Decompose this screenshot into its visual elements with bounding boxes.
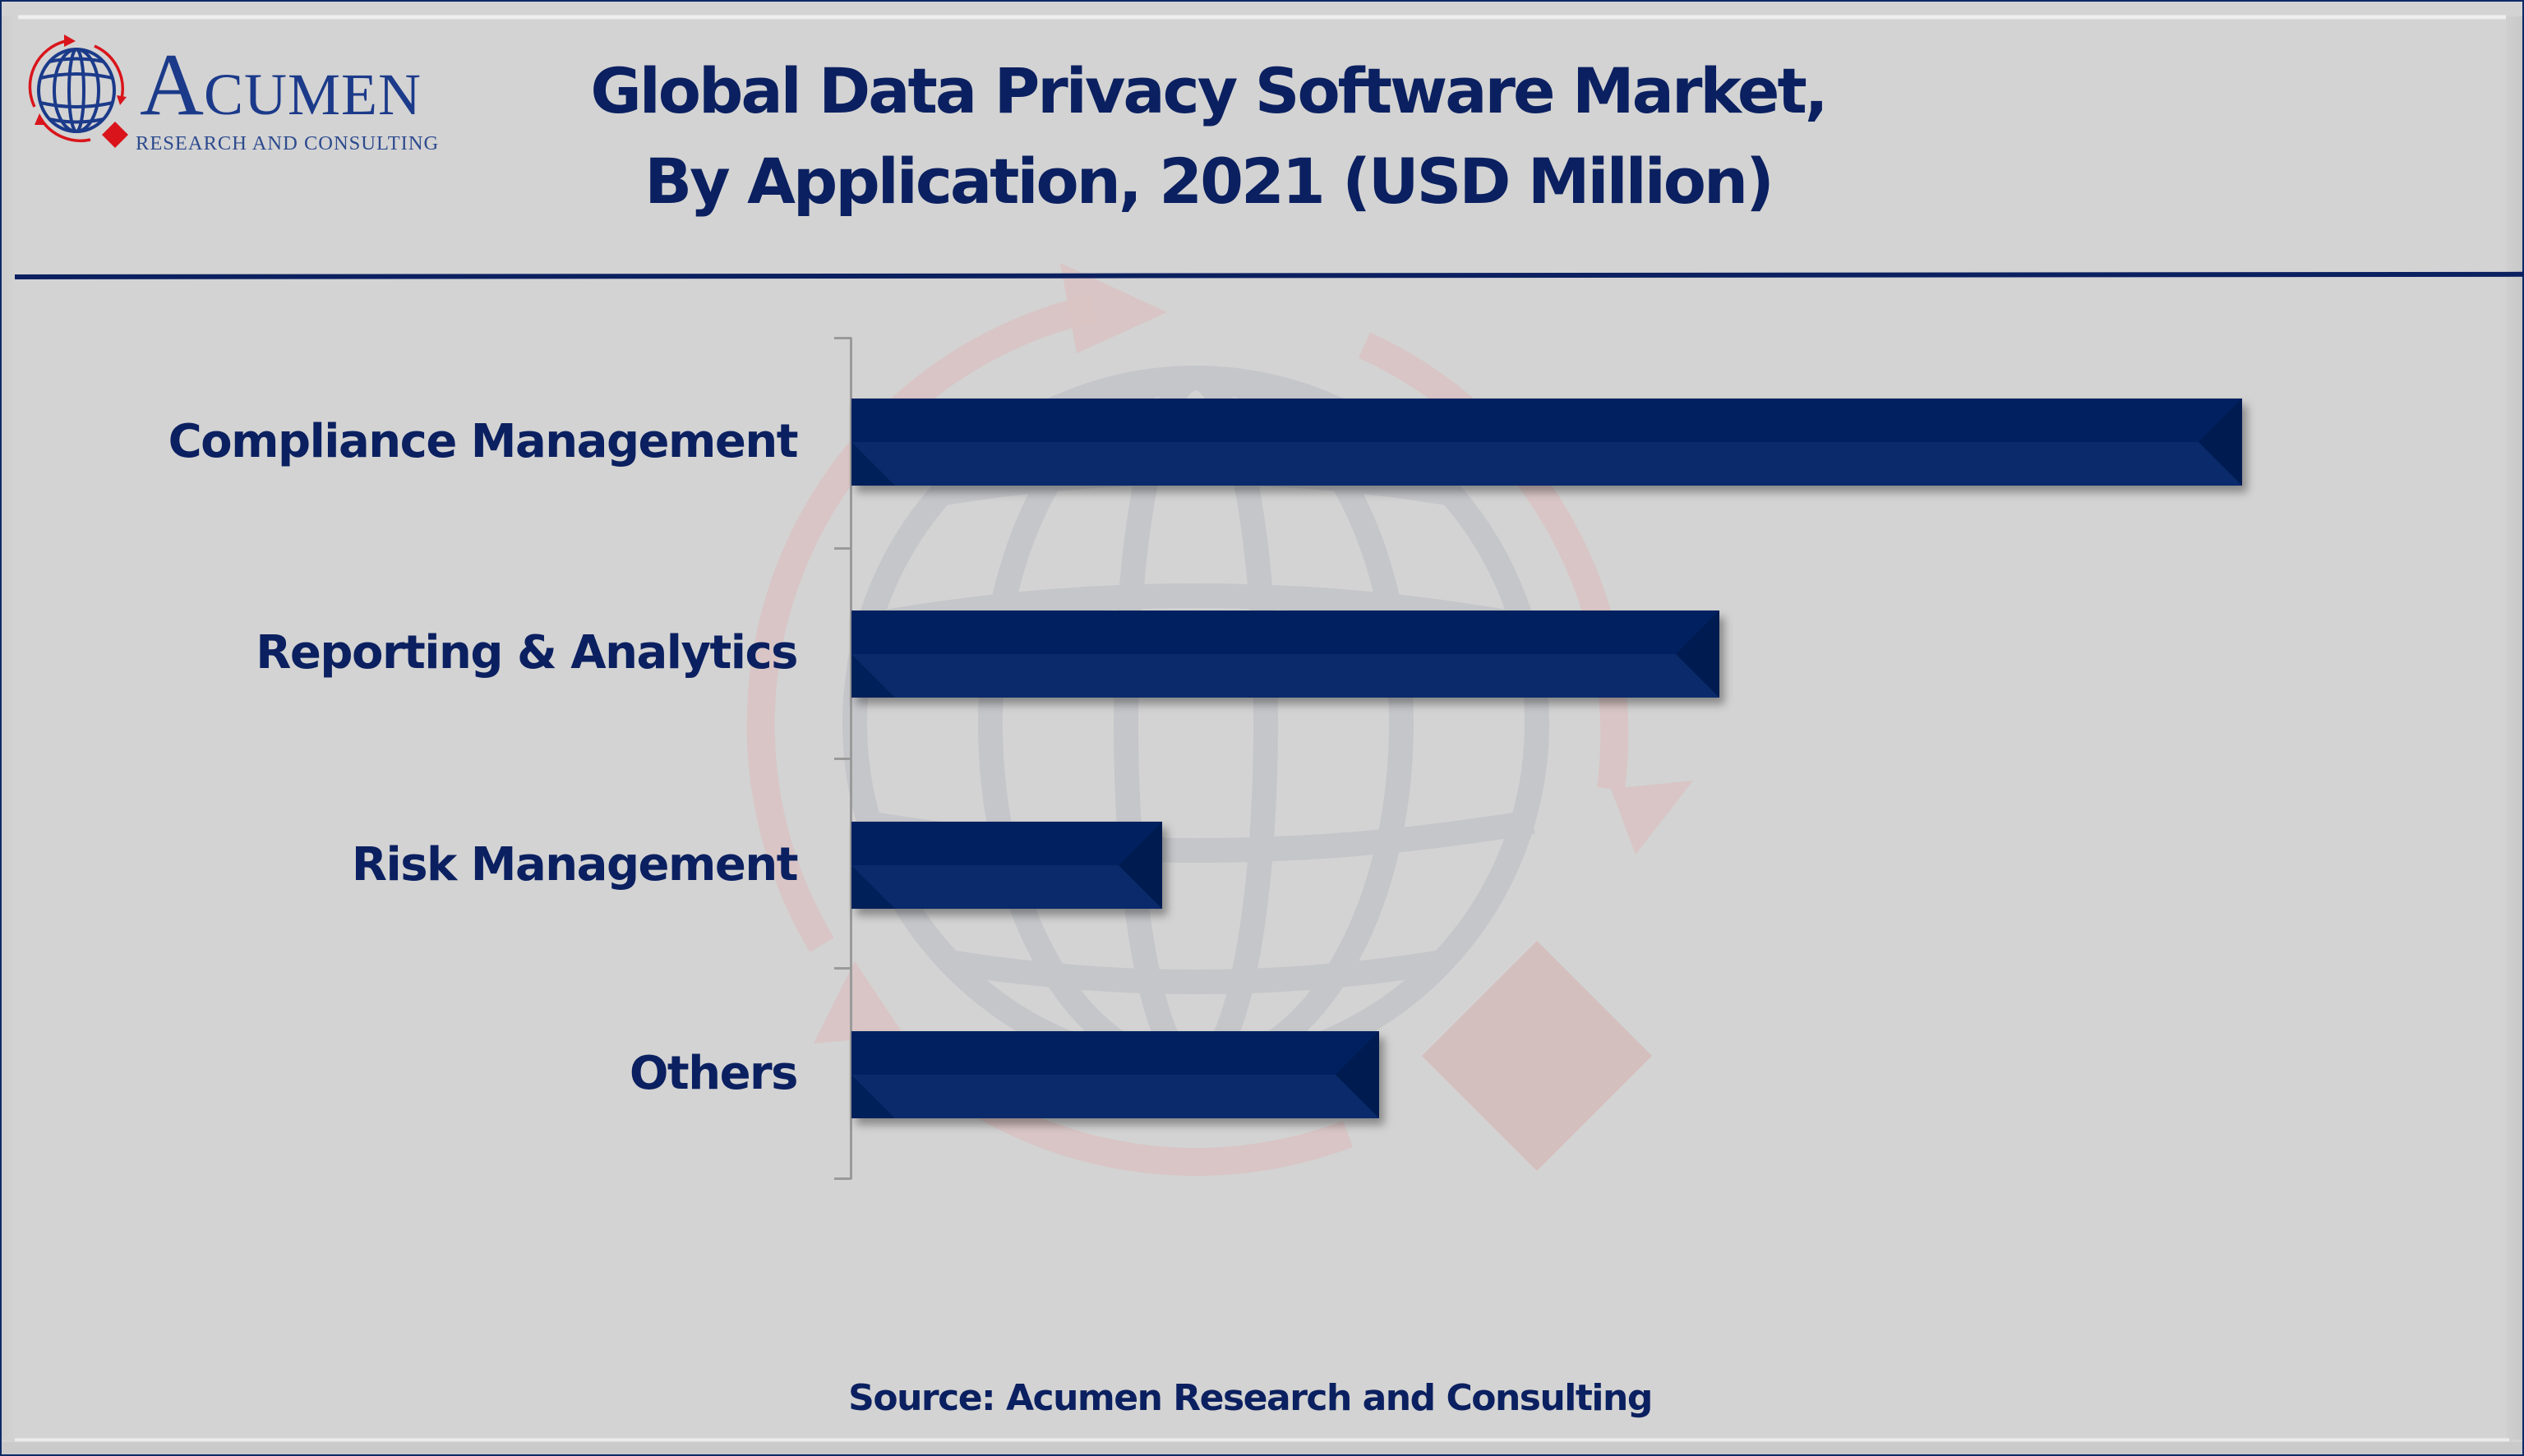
chart-title: Global Data Privacy Software Market, By … xyxy=(526,46,1890,227)
bar-face-bottom xyxy=(851,654,1719,698)
bar-bevel-left xyxy=(851,442,895,486)
chart-title-line-2: By Application, 2021 (USD Million) xyxy=(644,145,1774,218)
frame-bevel-bottom-band xyxy=(2,1442,2522,1454)
globe-logo-icon xyxy=(28,35,128,148)
axis-tick xyxy=(834,967,851,970)
bar-bevel-left xyxy=(851,654,895,698)
bar-bevel-right xyxy=(1336,1031,1379,1118)
category-label-risk-management: Risk Management xyxy=(351,838,799,892)
bar-reporting-analytics xyxy=(851,611,1719,698)
bar-others xyxy=(851,1031,1379,1118)
logo-initial: A xyxy=(140,36,204,134)
bar-face-top xyxy=(851,822,1162,865)
axis-tick xyxy=(834,758,851,760)
logo-tagline: RESEARCH AND CONSULTING xyxy=(136,132,440,154)
bar-bevel-right xyxy=(2199,399,2242,486)
bar-face-bottom xyxy=(851,442,2242,486)
frame-bevel-top xyxy=(18,15,2506,20)
frame-bevel-right xyxy=(2506,16,2522,1440)
bar-bevel-left xyxy=(851,1075,895,1118)
logo-rest: CUMEN xyxy=(204,62,422,127)
source-note: Source: Acumen Research and Consulting xyxy=(848,1377,1653,1419)
frame-bevel-left xyxy=(2,16,15,1440)
category-label-reporting-analytics: Reporting & Analytics xyxy=(256,626,798,680)
bar-face-top xyxy=(851,611,1719,654)
logo-wordmark: ACUMEN xyxy=(140,41,422,130)
bar-face-bottom xyxy=(851,865,1162,909)
bar-compliance-management xyxy=(851,399,2242,486)
axis-tick xyxy=(834,1177,851,1180)
axis-tick xyxy=(834,337,851,339)
bar-bevel-right xyxy=(1119,822,1162,909)
bar-face-top xyxy=(851,1031,1379,1075)
category-label-compliance-management: Compliance Management xyxy=(168,415,799,468)
bar-bevel-left xyxy=(851,865,895,909)
bar-face-top xyxy=(851,399,2242,442)
acumen-logo: ACUMEN RESEARCH AND CONSULTING xyxy=(25,25,468,164)
chart-title-line-1: Global Data Privacy Software Market, xyxy=(590,54,1828,127)
bar-risk-management xyxy=(851,822,1162,909)
axis-tick xyxy=(834,547,851,550)
category-label-others: Others xyxy=(629,1047,799,1100)
bar-face-bottom xyxy=(851,1075,1379,1118)
frame-bevel-bottom xyxy=(15,1438,2509,1442)
bar-bevel-right xyxy=(1676,611,1719,698)
